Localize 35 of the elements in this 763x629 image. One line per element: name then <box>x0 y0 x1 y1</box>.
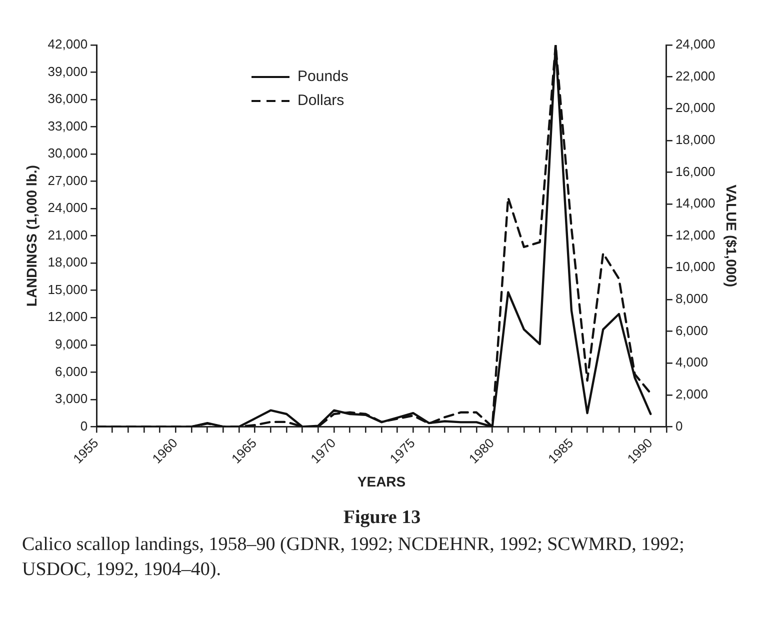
y-tick-label: 21,000 <box>48 227 88 242</box>
y-tick-label: 30,000 <box>48 146 88 161</box>
y2-tick-label: 20,000 <box>675 100 716 116</box>
legend-label: Dollars <box>298 92 344 110</box>
y-tick-label: 6,000 <box>55 364 88 379</box>
legend-label: Pounds <box>298 68 348 86</box>
y-tick-label: 42,000 <box>48 36 88 52</box>
y-tick-label: 18,000 <box>48 254 88 270</box>
y-tick-label: 39,000 <box>48 64 88 79</box>
y2-tick-label: 16,000 <box>675 164 716 179</box>
y2-tick-label: 22,000 <box>675 68 716 84</box>
y2-tick-label: 6,000 <box>675 322 708 338</box>
y-tick-label: 15,000 <box>48 282 88 297</box>
y2-tick-label: 24,000 <box>675 36 716 52</box>
y-tick-label: 33,000 <box>48 118 88 134</box>
y-tick-label: 36,000 <box>48 91 88 106</box>
y-tick-label: 0 <box>80 418 88 434</box>
text: Calico scallop landings, 1958–90 (GDNR, 1992; NCDEHNR, 1992; SCWMRD, 1992; USDOC, 1992, 1904–40). <box>22 533 686 582</box>
y2-tick-label: 8,000 <box>675 291 708 306</box>
y-tick-label: 27,000 <box>48 172 88 188</box>
text: Figure 13 <box>342 506 422 530</box>
y-tick-label: 3,000 <box>55 391 88 406</box>
y2-tick-label: 2,000 <box>675 386 708 402</box>
y-axis-title: LANDINGS (1,000 lb.) <box>23 165 40 307</box>
y2-axis-title: VALUE ($1,000) <box>724 184 740 288</box>
y2-tick-label: 18,000 <box>675 132 716 148</box>
y2-tick-label: 0 <box>675 418 683 434</box>
y-tick-label: 12,000 <box>48 309 88 324</box>
y-tick-label: 9,000 <box>55 336 88 352</box>
y2-tick-label: 14,000 <box>675 196 716 211</box>
x-axis-title: YEARS <box>357 473 406 490</box>
y2-tick-label: 12,000 <box>675 227 716 242</box>
y-tick-label: 24,000 <box>48 200 88 216</box>
y2-tick-label: 4,000 <box>675 354 708 370</box>
y2-tick-label: 10,000 <box>675 259 716 274</box>
